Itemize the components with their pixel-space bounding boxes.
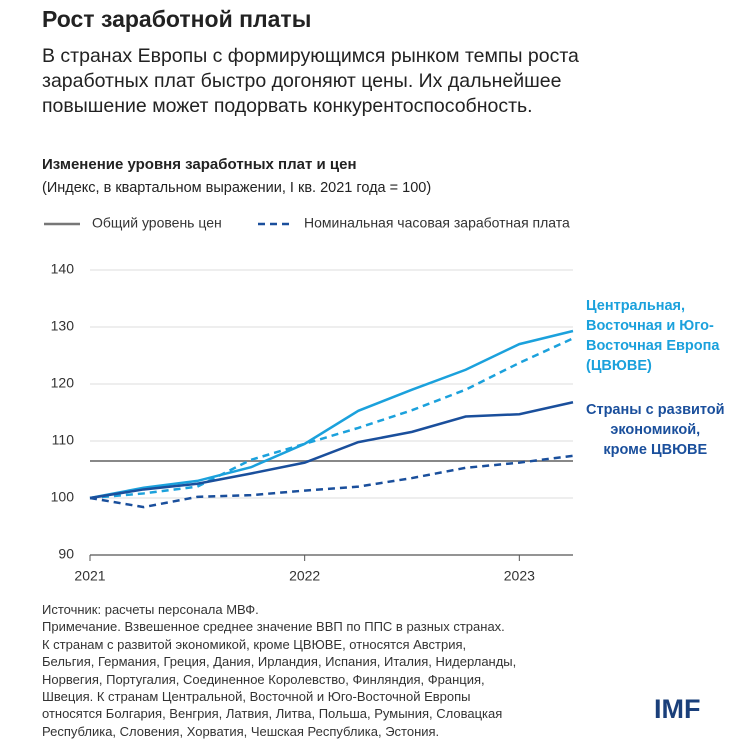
series-line [89,454,574,509]
x-tick-label: 2021 [74,568,105,584]
chart-title: Изменение уровня заработных плат и цен [42,156,357,173]
legend-label: Номинальная часовая заработная плата [304,215,570,231]
series-line [89,337,574,500]
series-line [89,329,574,500]
y-tick-label: 120 [51,375,75,391]
x-tick-label: 2023 [504,568,535,584]
x-tick-label: 2022 [289,568,320,584]
series-label: Страны с развитой экономикой, кроме ЦВЮВ… [586,402,725,458]
logo: IMF [654,694,701,724]
y-tick-label: 140 [51,261,75,277]
y-tick-label: 90 [58,546,74,562]
subtitle: В странах Европы с формирующимся рынком … [42,45,579,117]
series-label: Центральная, Восточная и Юго- Восточная … [586,298,720,374]
y-tick-label: 110 [52,432,75,448]
y-tick-label: 100 [51,489,75,505]
notes: Источник: расчеты персонала МВФ. Примеча… [42,602,517,739]
chart-subtitle: (Индекс, в квартальном выражении, I кв. … [42,180,432,196]
title: Рост заработной платы [42,6,312,32]
series-line [89,401,574,500]
legend-label: Общий уровень цен [92,215,222,231]
y-tick-label: 130 [51,318,75,334]
